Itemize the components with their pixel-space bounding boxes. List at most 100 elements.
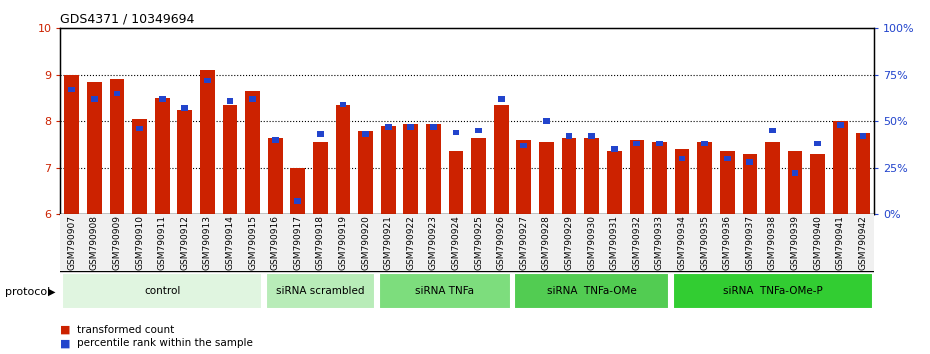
Bar — [679, 156, 685, 161]
Bar — [747, 159, 753, 165]
Bar — [154, 98, 169, 214]
Text: GSM790937: GSM790937 — [745, 215, 754, 270]
Text: ■: ■ — [60, 325, 71, 335]
Bar — [652, 142, 667, 214]
Bar — [611, 146, 618, 152]
Bar — [543, 119, 550, 124]
Bar — [498, 96, 505, 102]
Text: percentile rank within the sample: percentile rank within the sample — [77, 338, 253, 348]
Text: GSM790927: GSM790927 — [519, 215, 528, 270]
Bar — [448, 152, 463, 214]
Bar — [724, 156, 731, 161]
Bar — [91, 96, 98, 102]
FancyBboxPatch shape — [62, 273, 262, 309]
Bar — [362, 131, 369, 137]
Text: GSM790940: GSM790940 — [813, 215, 822, 270]
Text: GSM790908: GSM790908 — [90, 215, 99, 270]
FancyBboxPatch shape — [379, 273, 511, 309]
Bar — [810, 154, 825, 214]
Text: GSM790926: GSM790926 — [497, 215, 506, 270]
Bar — [742, 154, 757, 214]
Bar — [516, 140, 531, 214]
Bar — [430, 124, 437, 130]
Text: GSM790935: GSM790935 — [700, 215, 710, 270]
Bar — [494, 105, 509, 214]
Bar — [222, 105, 237, 214]
Text: GSM790914: GSM790914 — [225, 215, 234, 270]
Bar — [249, 96, 256, 102]
Bar — [407, 124, 414, 130]
Bar — [607, 152, 621, 214]
Text: GSM790917: GSM790917 — [293, 215, 302, 270]
Bar — [837, 122, 844, 128]
Bar — [110, 79, 125, 214]
Bar — [426, 124, 441, 214]
Text: siRNA scrambled: siRNA scrambled — [276, 286, 365, 296]
Text: GSM790932: GSM790932 — [632, 215, 642, 270]
Text: GSM790934: GSM790934 — [678, 215, 686, 270]
Bar — [453, 130, 459, 135]
Bar — [60, 214, 874, 271]
Bar — [200, 70, 215, 214]
Bar — [290, 168, 305, 214]
Text: GSM790931: GSM790931 — [610, 215, 618, 270]
Text: GSM790915: GSM790915 — [248, 215, 257, 270]
Text: GSM790936: GSM790936 — [723, 215, 732, 270]
Text: GSM790930: GSM790930 — [587, 215, 596, 270]
Text: GSM790910: GSM790910 — [135, 215, 144, 270]
Text: transformed count: transformed count — [77, 325, 175, 335]
FancyBboxPatch shape — [514, 273, 670, 309]
Bar — [113, 91, 120, 96]
Text: ■: ■ — [60, 338, 71, 348]
Bar — [87, 82, 101, 214]
Bar — [381, 126, 395, 214]
Bar — [675, 149, 689, 214]
Bar — [584, 137, 599, 214]
Bar — [64, 75, 79, 214]
Bar — [630, 140, 644, 214]
Bar — [791, 171, 799, 176]
Bar — [769, 128, 776, 133]
Text: GSM790941: GSM790941 — [836, 215, 844, 270]
Bar — [313, 142, 327, 214]
Bar — [317, 131, 324, 137]
Text: GSM790918: GSM790918 — [316, 215, 325, 270]
Text: GSM790912: GSM790912 — [180, 215, 190, 270]
Bar — [227, 98, 233, 104]
Bar — [720, 152, 735, 214]
Bar — [132, 119, 147, 214]
Bar — [475, 128, 482, 133]
Bar — [859, 133, 866, 139]
Bar — [472, 137, 486, 214]
Bar — [589, 133, 595, 139]
Text: GSM790911: GSM790911 — [158, 215, 166, 270]
Text: protocol: protocol — [5, 287, 50, 297]
FancyBboxPatch shape — [672, 273, 872, 309]
Text: GSM790925: GSM790925 — [474, 215, 483, 270]
Bar — [295, 198, 301, 204]
FancyBboxPatch shape — [266, 273, 376, 309]
Bar — [272, 137, 279, 143]
Text: GSM790928: GSM790928 — [542, 215, 551, 270]
Bar — [336, 105, 351, 214]
Text: GSM790938: GSM790938 — [768, 215, 777, 270]
Bar — [69, 87, 75, 92]
Bar — [521, 143, 527, 148]
Bar — [268, 137, 283, 214]
Bar — [385, 124, 392, 130]
Text: GSM790922: GSM790922 — [406, 215, 416, 270]
Bar — [181, 105, 188, 111]
Text: GSM790942: GSM790942 — [858, 215, 868, 270]
Bar — [633, 141, 640, 146]
Text: GSM790913: GSM790913 — [203, 215, 212, 270]
Text: GSM790924: GSM790924 — [452, 215, 460, 270]
Text: GSM790907: GSM790907 — [67, 215, 76, 270]
Bar — [833, 121, 847, 214]
Bar — [562, 137, 577, 214]
Text: GSM790921: GSM790921 — [384, 215, 392, 270]
Text: siRNA  TNFa-OMe-P: siRNA TNFa-OMe-P — [723, 286, 822, 296]
Text: GDS4371 / 10349694: GDS4371 / 10349694 — [60, 12, 194, 25]
Bar — [246, 91, 259, 214]
Bar — [656, 141, 663, 146]
Bar — [701, 141, 708, 146]
